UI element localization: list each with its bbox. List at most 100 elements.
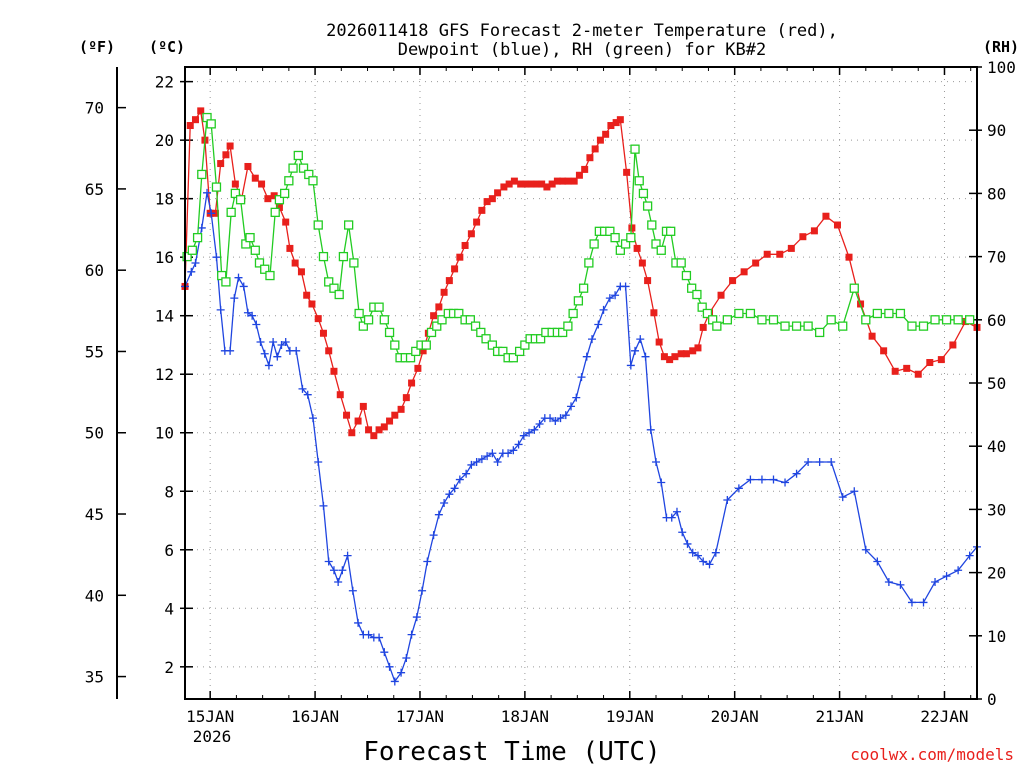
temperature-point — [538, 180, 546, 188]
temperature-point — [251, 174, 259, 182]
dewpoint-point — [678, 528, 687, 537]
rh-point — [349, 258, 359, 268]
temperature-point — [319, 329, 327, 337]
temperature-point — [575, 171, 583, 179]
rh-point — [895, 308, 906, 319]
dewpoint-point — [230, 294, 239, 303]
rh-point — [192, 232, 203, 243]
temperature-point — [314, 315, 322, 323]
dewpoint-point — [269, 338, 278, 347]
temperature-point — [880, 347, 888, 355]
rh-point — [288, 163, 298, 173]
dewpoint-point — [693, 551, 702, 560]
temperature-point — [308, 300, 316, 308]
temperature-point — [211, 209, 219, 217]
dewpoint-point — [636, 335, 645, 344]
dewpoint-point — [514, 440, 523, 449]
rh-point — [620, 239, 631, 249]
c-tick-label: 6 — [164, 541, 174, 560]
temperature-point — [729, 277, 737, 285]
rh-tick-label: 30 — [987, 500, 1006, 519]
dewpoint-point — [546, 414, 555, 423]
dewpoint-point — [792, 469, 801, 478]
celsius-unit-label: (ºC) — [149, 38, 185, 56]
dewpoint-point — [397, 668, 406, 677]
x-tick-label: 16JAN — [291, 707, 339, 726]
rh-point — [338, 251, 349, 262]
c-tick-label: 14 — [155, 307, 174, 326]
dewpoint-point — [746, 475, 755, 484]
dewpoint-point — [434, 510, 443, 519]
rh-line — [186, 115, 970, 359]
rh-point — [182, 251, 192, 262]
rh-point — [280, 188, 290, 199]
temperature-point — [348, 429, 356, 437]
rh-point — [573, 296, 584, 306]
temperature-point — [655, 338, 663, 346]
temperature-point — [286, 244, 294, 252]
dewpoint-point — [277, 340, 286, 349]
dewpoint-point — [827, 458, 836, 466]
temperature-point — [602, 130, 610, 138]
dewpoint-point — [699, 557, 708, 566]
dewpoint-point — [191, 259, 200, 268]
temperature-point — [191, 116, 199, 124]
dewpoint-point — [919, 598, 928, 607]
gridlines — [185, 67, 977, 699]
temperature-point — [505, 180, 513, 188]
rh-tick-label: 20 — [987, 564, 1006, 583]
temperature-point — [740, 268, 748, 276]
dewpoint-point — [861, 545, 870, 554]
dewpoint-point — [942, 572, 951, 581]
dewpoint-point — [234, 273, 243, 282]
temperature-point — [473, 218, 481, 226]
temperature-point — [926, 359, 934, 367]
dewpoint-point — [561, 411, 570, 420]
rh-point — [757, 315, 767, 325]
temperature-point — [408, 379, 416, 387]
temperature-point — [419, 347, 427, 355]
temperature-point — [559, 177, 567, 185]
dewpoint-point — [954, 566, 963, 575]
temperature-point — [914, 370, 922, 378]
rh-point — [308, 176, 318, 186]
chart-title: 2026011418 GFS Forecast 2-meter Temperat… — [326, 21, 838, 41]
rh-point — [211, 182, 222, 192]
dewpoint-point — [896, 580, 905, 589]
rh-point — [692, 289, 702, 300]
dewpoint-point — [646, 425, 655, 434]
rh-point — [849, 283, 859, 293]
temperature-point — [297, 268, 305, 276]
temperature-point — [510, 177, 518, 185]
c-tick-label: 16 — [155, 248, 174, 267]
rh-point — [615, 245, 625, 255]
dewpoint-point — [380, 648, 389, 657]
dewpoint-point — [931, 577, 940, 586]
temperature-point — [244, 162, 252, 170]
temperature-point — [336, 391, 344, 399]
temperature-point — [581, 165, 589, 173]
c-tick-label: 12 — [155, 365, 174, 384]
temperature-point — [650, 309, 658, 317]
rh-point — [780, 321, 790, 331]
temperature-point — [370, 432, 378, 440]
rh-tick-label: 50 — [987, 374, 1006, 393]
rh-point — [814, 327, 825, 338]
temperature-point — [543, 183, 551, 191]
temperature-point — [564, 177, 572, 185]
temperature-point — [671, 353, 679, 361]
temperature-point — [799, 233, 807, 241]
dewpoint-point — [530, 425, 539, 434]
temperature-point — [231, 180, 239, 188]
temperature-point — [217, 160, 225, 168]
rh-point — [487, 340, 498, 350]
temperature-point — [638, 259, 646, 267]
dewpoint-point — [631, 346, 640, 355]
temperature-point — [325, 347, 333, 355]
rh-point — [630, 144, 640, 154]
series-dewpoint — [181, 188, 981, 686]
dewpoint-point — [605, 294, 614, 303]
rh-point — [343, 220, 354, 230]
rh-point — [334, 289, 344, 300]
rh-point — [965, 315, 975, 325]
